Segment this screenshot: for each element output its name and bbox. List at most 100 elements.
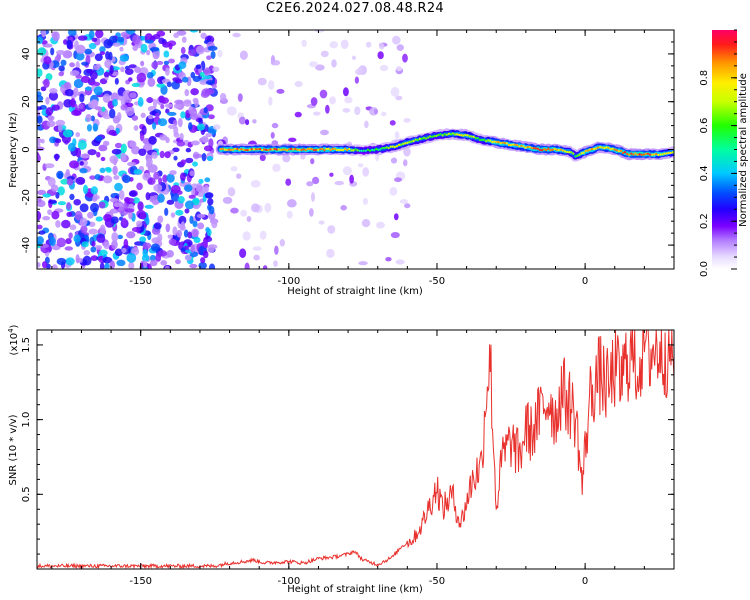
spectrogram-cell (118, 189, 125, 200)
spectrogram-cell (153, 222, 162, 230)
spectrogram-cell (354, 76, 360, 84)
spectrogram-cell (100, 156, 106, 162)
spectrogram-ridge-cell (547, 147, 550, 151)
spectrogram-cell (207, 198, 214, 206)
spectrogram-cell (136, 182, 143, 191)
spectrogram-cell (380, 111, 387, 117)
spectrogram-cell (166, 249, 174, 258)
spectrogram-ridge-cell (634, 152, 637, 155)
spectrogram-ridge-cell (416, 138, 419, 142)
spectrogram-cell (54, 153, 59, 162)
spectrogram-cell (92, 196, 98, 202)
spectrogram-ridge-cell (327, 147, 330, 151)
spectrogram-ridge-cell (480, 138, 484, 142)
spectrogram-cell (318, 220, 325, 225)
spectrogram-ridge-cell (460, 133, 463, 137)
spectrogram-cell (272, 163, 281, 172)
spectrogram-cell (250, 203, 260, 213)
spectrogram-cell (94, 106, 103, 111)
spectrogram-ridge-cell (516, 144, 519, 147)
spectrogram-cell (395, 65, 403, 72)
spectrogram-cell (90, 202, 99, 213)
spectrogram-ridge-cell (397, 143, 401, 147)
spectrogram-ridge-cell (597, 146, 600, 149)
spectrogram-ridge-cell (520, 144, 523, 148)
spectrogram-panel: -150 -100 -50 0 -40 -20 0 20 40 Height of strai… (8, 29, 675, 297)
spectrogram-cell (340, 39, 349, 50)
spectrogram-cell (109, 108, 116, 119)
spectrogram-ridge-cell (553, 147, 556, 151)
snr-y-multiplier-base: (x10 (9, 333, 20, 356)
spectrogram-ridge-cell (242, 148, 245, 152)
spectrogram-cell (102, 175, 113, 184)
spectrogram-cell (227, 187, 236, 197)
spectrogram-cell (121, 247, 127, 254)
spectrogram-ridge-cell (337, 148, 341, 152)
spectrogram-cell (91, 99, 99, 108)
spectrogram-cell (84, 48, 93, 55)
spectrogram-cell (392, 35, 401, 45)
spectrogram-cell (57, 186, 65, 196)
spectrogram-cell (75, 147, 82, 158)
spectrogram-cell (120, 143, 127, 154)
y-tick-label: 40 (21, 48, 32, 61)
spectrogram-ridge-cell (267, 148, 270, 152)
spectrogram-ridge-cell (422, 136, 426, 140)
spectrogram-cell (160, 104, 165, 110)
spectrogram-cell (257, 77, 267, 86)
spectrogram-ridge-cell (636, 153, 639, 156)
spectrogram-cell (55, 49, 66, 55)
spectrogram-cell (206, 155, 214, 162)
spectrogram-ridge-cell (319, 147, 322, 151)
spectrogram-cell (326, 248, 335, 258)
spectrogram-ridge-cell (420, 137, 423, 140)
spectrogram-ridge-cell (532, 146, 535, 150)
spectrogram-cell (112, 165, 118, 176)
spectrogram-cell (138, 148, 147, 156)
spectrogram-cell (259, 230, 267, 240)
spectrogram-cell (134, 66, 142, 74)
snr-y-multiplier-close: ) (9, 324, 20, 328)
spectrogram-cell (128, 77, 133, 82)
spectrogram-cell (331, 59, 337, 68)
spectrogram-cell (315, 64, 325, 71)
spectrogram-ridge-cell (256, 147, 260, 151)
spectrogram-ridge-cell (549, 148, 552, 152)
spectrogram-ridge-cell (599, 145, 602, 149)
spectrogram-cell (50, 47, 55, 56)
spectrogram-ridge-cell (323, 149, 326, 152)
spectrogram-cell (174, 79, 183, 84)
spectrogram-ridge-cell (229, 148, 233, 152)
spectrogram-cell (90, 81, 101, 87)
spectrogram-cell (294, 111, 302, 118)
colorbar-tick-label: 0.2 (699, 213, 710, 229)
x-tick-label: 0 (582, 276, 588, 287)
spectrogram-cell (119, 46, 124, 52)
spectrogram-cell (195, 64, 202, 70)
spectrogram-cell (173, 155, 178, 161)
spectrogram-cell (139, 236, 147, 243)
spectrogram-cell (160, 260, 168, 266)
spectrogram-cell (164, 207, 169, 217)
spectrogram-cell (91, 240, 96, 247)
spectrogram-ridge-cell (493, 140, 496, 143)
spectrogram-ridge-cell (613, 148, 616, 151)
spectrogram-ridge-cell (400, 143, 403, 146)
spectrogram-ridge-cell (570, 151, 573, 154)
spectrogram-ridge-cell (317, 148, 320, 152)
spectrogram-cell (222, 196, 233, 204)
spectrogram-cell (365, 41, 372, 48)
spectrogram-ridge-cell (406, 141, 409, 145)
spectrogram-cell (309, 61, 318, 68)
spectrogram-ridge-cell (630, 152, 633, 155)
spectrogram-cell (94, 245, 103, 250)
spectrogram-cell (73, 234, 81, 243)
spectrogram-cell (38, 230, 46, 235)
spectrogram-cell (358, 66, 363, 76)
spectrogram-cell (153, 171, 160, 180)
spectrogram-cell (79, 217, 88, 227)
spectrogram-ridge-cell (306, 147, 309, 151)
spectrogram-cell (282, 154, 291, 163)
spectrogram-ridge-cell (308, 147, 311, 151)
spectrogram-cell (189, 170, 195, 177)
